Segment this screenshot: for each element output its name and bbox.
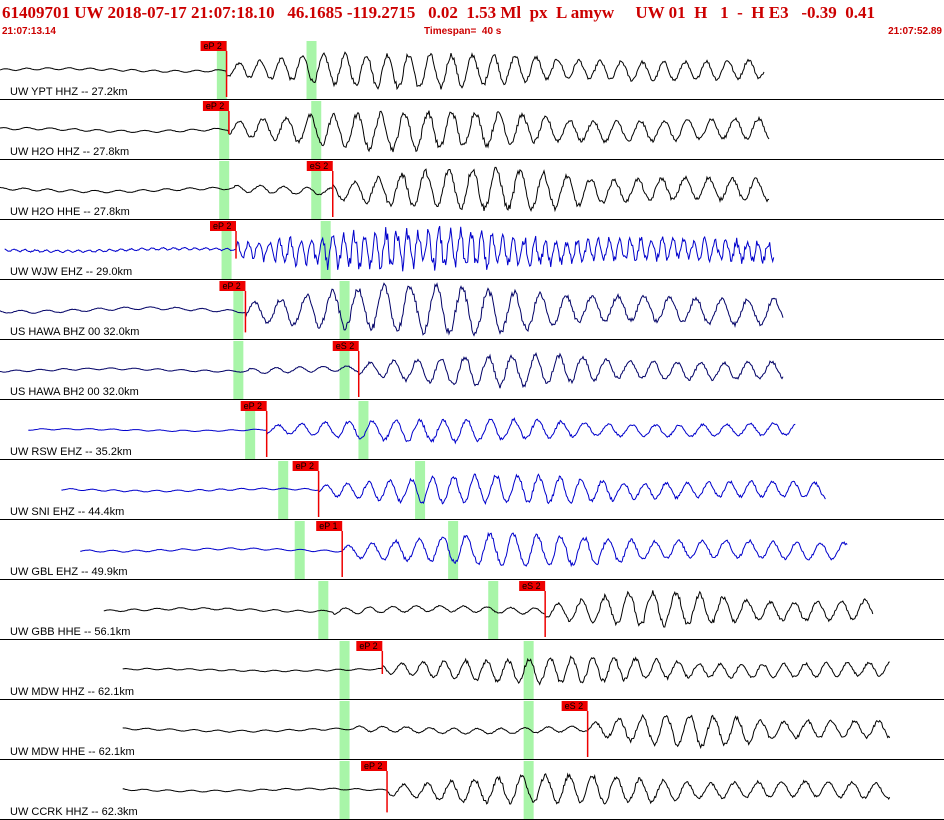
pick-label-bg	[219, 281, 246, 291]
green-band	[306, 41, 317, 100]
trace-panel[interactable]: eP 2 UW YPT HHZ -- 27.2km	[0, 41, 944, 100]
pick-label: eP 2	[364, 761, 382, 771]
trace-panel[interactable]: eP 2 UW MDW HHZ -- 62.1km	[0, 641, 944, 700]
waveform-line	[0, 110, 770, 153]
pick-label-bg	[316, 521, 343, 531]
green-band	[339, 701, 350, 760]
event-title: 61409701 UW 2018-07-17 21:07:18.10 46.16…	[2, 3, 875, 22]
green-band	[221, 221, 232, 280]
station-label: UW WJW EHZ -- 29.0km	[10, 266, 132, 278]
pick-label-bg	[210, 221, 236, 231]
trace-panel[interactable]: eP 2 UW H2O HHZ -- 27.8km	[0, 101, 944, 160]
pick-label: eS 2	[565, 701, 584, 711]
pick-label: eP 2	[213, 221, 231, 231]
waveform-line	[0, 282, 784, 337]
green-band	[448, 521, 459, 580]
station-label: UW MDW HHE -- 62.1km	[10, 746, 135, 758]
green-band	[339, 761, 350, 820]
pick-label: eS 2	[522, 581, 541, 591]
station-label: UW MDW HHZ -- 62.1km	[10, 686, 134, 698]
pick-label: eP 2	[204, 41, 222, 51]
trace-panel[interactable]: eS 2 US HAWA BH2 00 32.0km	[0, 341, 944, 400]
waveform-line	[0, 166, 770, 213]
green-band	[415, 461, 426, 520]
trace-panel[interactable]: eP 2 UW CCRK HHZ -- 62.3km	[0, 761, 944, 820]
end-time: 21:07:52.89	[888, 26, 942, 37]
trace-panel[interactable]: eP 2 UW SNI EHZ -- 44.4km	[0, 461, 944, 520]
green-band	[320, 221, 331, 280]
waveform-line	[4, 225, 775, 272]
waveform-line	[0, 352, 784, 389]
pick-label-bg	[240, 401, 267, 411]
waveform-line	[122, 655, 890, 686]
green-band	[245, 401, 256, 460]
green-band	[233, 341, 244, 400]
station-label: UW H2O HHZ -- 27.8km	[10, 146, 129, 158]
station-label: US HAWA BH2 00 32.0km	[10, 386, 139, 398]
pick-label: eS 2	[336, 341, 355, 351]
waveform-line	[103, 590, 874, 628]
pick-label: eP 1	[319, 521, 337, 531]
timespan-label: Timespan= 40 s	[424, 26, 502, 37]
green-band	[358, 401, 369, 460]
green-band	[339, 281, 350, 340]
pick-label-bg	[292, 461, 319, 471]
green-band	[523, 701, 534, 760]
waveform-line	[0, 51, 765, 91]
waveform-line	[122, 772, 891, 805]
station-label: UW CCRK HHZ -- 62.3km	[10, 806, 138, 818]
pick-label: eS 2	[310, 161, 329, 171]
pick-label-bg	[561, 701, 588, 711]
pick-label: eP 2	[244, 401, 262, 411]
green-band	[219, 101, 230, 160]
station-label: UW H2O HHE -- 27.8km	[10, 206, 130, 218]
green-band	[523, 761, 534, 820]
pick-label-bg	[306, 161, 333, 171]
green-band	[339, 341, 350, 400]
waveform-line	[122, 713, 891, 750]
pick-label-bg	[356, 641, 383, 651]
trace-panel[interactable]: eP 2 UW WJW EHZ -- 29.0km	[0, 221, 944, 280]
station-label: US HAWA BHZ 00 32.0km	[10, 326, 139, 338]
green-band	[294, 521, 305, 580]
green-band	[278, 461, 289, 520]
pick-label-bg	[200, 41, 227, 51]
pick-label-bg	[332, 341, 359, 351]
trace-panel[interactable]: eS 2 UW H2O HHE -- 27.8km	[0, 161, 944, 220]
station-label: UW RSW EHZ -- 35.2km	[10, 446, 132, 458]
waveform-line	[80, 531, 848, 568]
station-label: UW SNI EHZ -- 44.4km	[10, 506, 124, 518]
trace-panel[interactable]: eP 1 UW GBL EHZ -- 49.9km	[0, 521, 944, 580]
green-band	[233, 281, 244, 340]
pick-label: eP 2	[296, 461, 314, 471]
green-band	[523, 641, 534, 700]
waveform-line	[28, 417, 796, 445]
green-band	[219, 161, 230, 220]
station-label: UW GBL EHZ -- 49.9km	[10, 566, 128, 578]
pick-label: eP 2	[359, 641, 377, 651]
waveform-line	[61, 473, 826, 506]
green-band	[311, 161, 322, 220]
trace-panel[interactable]: eP 2 US HAWA BHZ 00 32.0km	[0, 281, 944, 340]
pick-label: eP 2	[206, 101, 224, 111]
start-time: 21:07:13.14	[2, 26, 56, 37]
pick-label-bg	[202, 101, 229, 111]
pick-label-bg	[519, 581, 546, 591]
pick-label: eP 2	[222, 281, 240, 291]
trace-panel[interactable]: eP 2 UW RSW EHZ -- 35.2km	[0, 401, 944, 460]
plot-header: 61409701 UW 2018-07-17 21:07:18.10 46.16…	[0, 0, 944, 40]
station-label: UW YPT HHZ -- 27.2km	[10, 86, 128, 98]
station-label: UW GBB HHE -- 56.1km	[10, 626, 130, 638]
seismogram-panel[interactable]: eP 2 UW YPT HHZ -- 27.2km eP 2 UW H2O HHZ -…	[0, 40, 944, 820]
pick-label-bg	[361, 761, 388, 771]
trace-panel[interactable]: eS 2 UW MDW HHE -- 62.1km	[0, 701, 944, 760]
trace-panel[interactable]: eS 2 UW GBB HHE -- 56.1km	[0, 581, 944, 640]
